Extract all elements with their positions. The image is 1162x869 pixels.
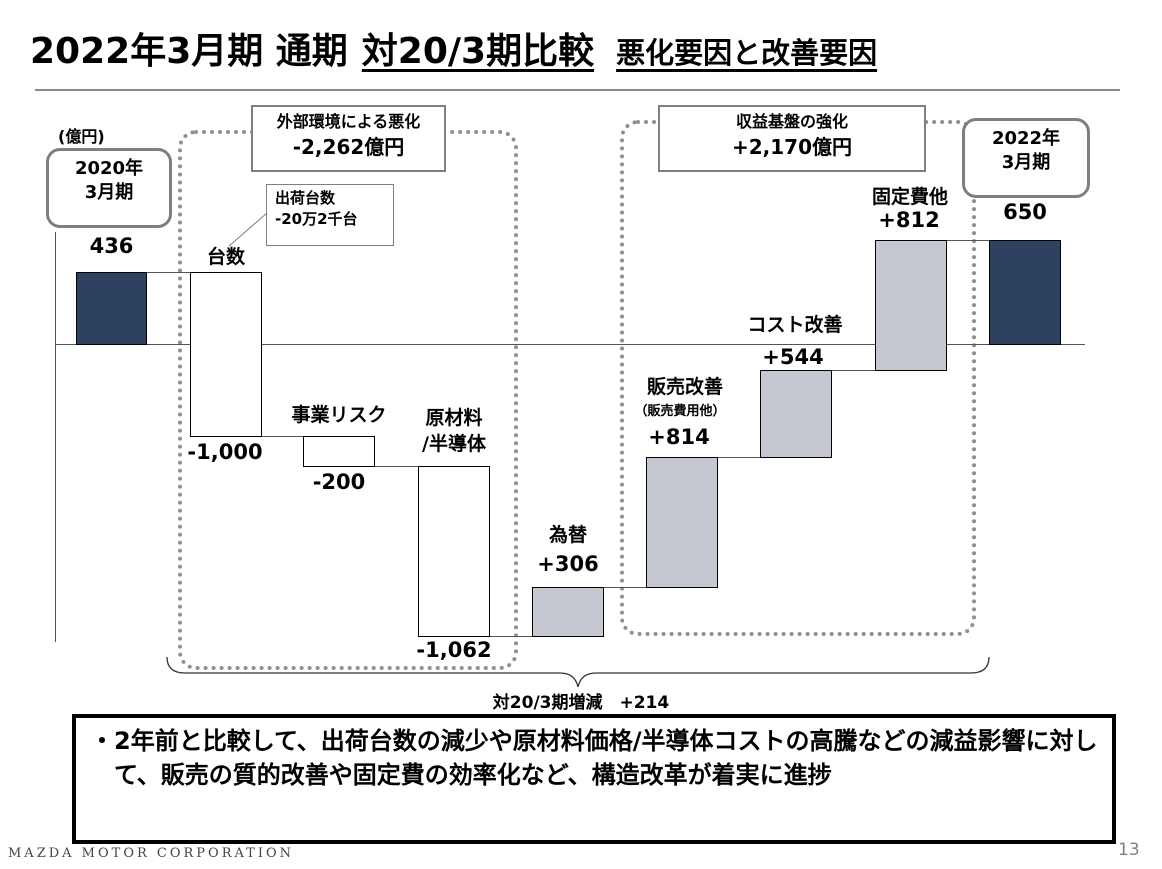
business-risk-label: 事業リスク [291, 404, 387, 426]
title-comparison: 対20/3期比較 [361, 31, 595, 72]
page-number: 13 [1118, 840, 1140, 860]
end-period-year: 2022年 [991, 128, 1061, 149]
bar-sales-improvement [646, 457, 718, 588]
bar-end-2022 [989, 240, 1061, 345]
volume-value: -1,000 [187, 440, 263, 464]
raw-materials-label-line1: 原材料 [425, 407, 483, 429]
page-title: 2022年3月期 通期 対20/3期比較 悪化要因と改善要因 [30, 22, 877, 74]
external-factors-value: -2,262億円 [292, 135, 405, 159]
bar-raw-materials [418, 466, 490, 637]
bar-business-risk [303, 436, 375, 467]
connector [718, 457, 760, 458]
title-divider [35, 89, 1120, 91]
start-period-month: 3月期 [84, 182, 134, 203]
raw-materials-value: -1,062 [416, 638, 492, 662]
business-risk-value: -200 [312, 470, 366, 494]
connector [947, 240, 989, 241]
callout-leader-line [228, 212, 268, 247]
sales-improvement-sublabel: （販売費用他） [634, 404, 726, 419]
shipment-callout: 出荷台数 -20万2千台 [266, 184, 394, 246]
connector [262, 436, 303, 437]
end-period-box: 2022年 3月期 [962, 118, 1090, 198]
y-axis [55, 232, 56, 642]
summary-box: ・ 2年前と比較して、出荷台数の減少や原材料価格/半導体コストの高騰などの減益影… [72, 714, 1116, 844]
profit-base-label: 収益基盤の強化 +2,170億円 [658, 105, 926, 172]
summary-text: 2年前と比較して、出荷台数の減少や原材料価格/半導体コストの高騰などの減益影響に… [114, 727, 1098, 789]
connector [490, 636, 532, 637]
sales-improvement-value: +814 [648, 425, 710, 449]
fx-label: 為替 [548, 524, 587, 546]
connector [832, 370, 875, 371]
raw-materials-label: 原材料 /半導体 [400, 405, 508, 457]
start-period-year: 2020年 [74, 158, 144, 179]
cost-improvement-value: +544 [762, 345, 824, 369]
volume-label: 台数 [206, 246, 245, 268]
connector [375, 466, 418, 467]
external-factors-label: 外部環境による悪化 -2,262億円 [251, 105, 446, 172]
total-change-label: 対20/3期増減 +214 [492, 693, 670, 713]
bar-fx [532, 587, 604, 637]
callout-line2: -20万2千台 [275, 210, 358, 228]
fixed-cost-value: +812 [878, 208, 940, 232]
connector [146, 272, 190, 273]
total-change-brace [166, 656, 990, 688]
profit-base-title: 収益基盤の強化 [735, 112, 848, 131]
callout-line1: 出荷台数 [275, 189, 336, 207]
raw-materials-label-line2: /半導体 [422, 433, 486, 455]
company-footer: MAZDA MOTOR CORPORATION [8, 846, 294, 861]
profit-base-value: +2,170億円 [731, 135, 853, 159]
bullet-icon: ・ [90, 727, 114, 755]
bar-cost-improvement [760, 370, 832, 458]
title-subtitle: 悪化要因と改善要因 [616, 36, 878, 70]
bar-fixed-cost [875, 240, 947, 371]
cost-improvement-label: コスト改善 [747, 314, 843, 336]
start-value: 436 [89, 234, 134, 258]
bar-volume [190, 272, 262, 437]
external-factors-title: 外部環境による悪化 [276, 112, 421, 131]
connector [604, 587, 646, 588]
sales-improvement-label: 販売改善 [646, 376, 723, 398]
end-value: 650 [1003, 200, 1047, 224]
unit-label: (億円) [58, 127, 105, 146]
end-period-month: 3月期 [1001, 152, 1051, 173]
bar-start-2020 [76, 272, 147, 345]
title-main: 2022年3月期 通期 [30, 31, 348, 72]
fixed-cost-label: 固定費他 [871, 186, 948, 208]
fx-value: +306 [537, 552, 599, 576]
start-period-box: 2020年 3月期 [46, 148, 172, 228]
zero-baseline [55, 344, 1085, 345]
